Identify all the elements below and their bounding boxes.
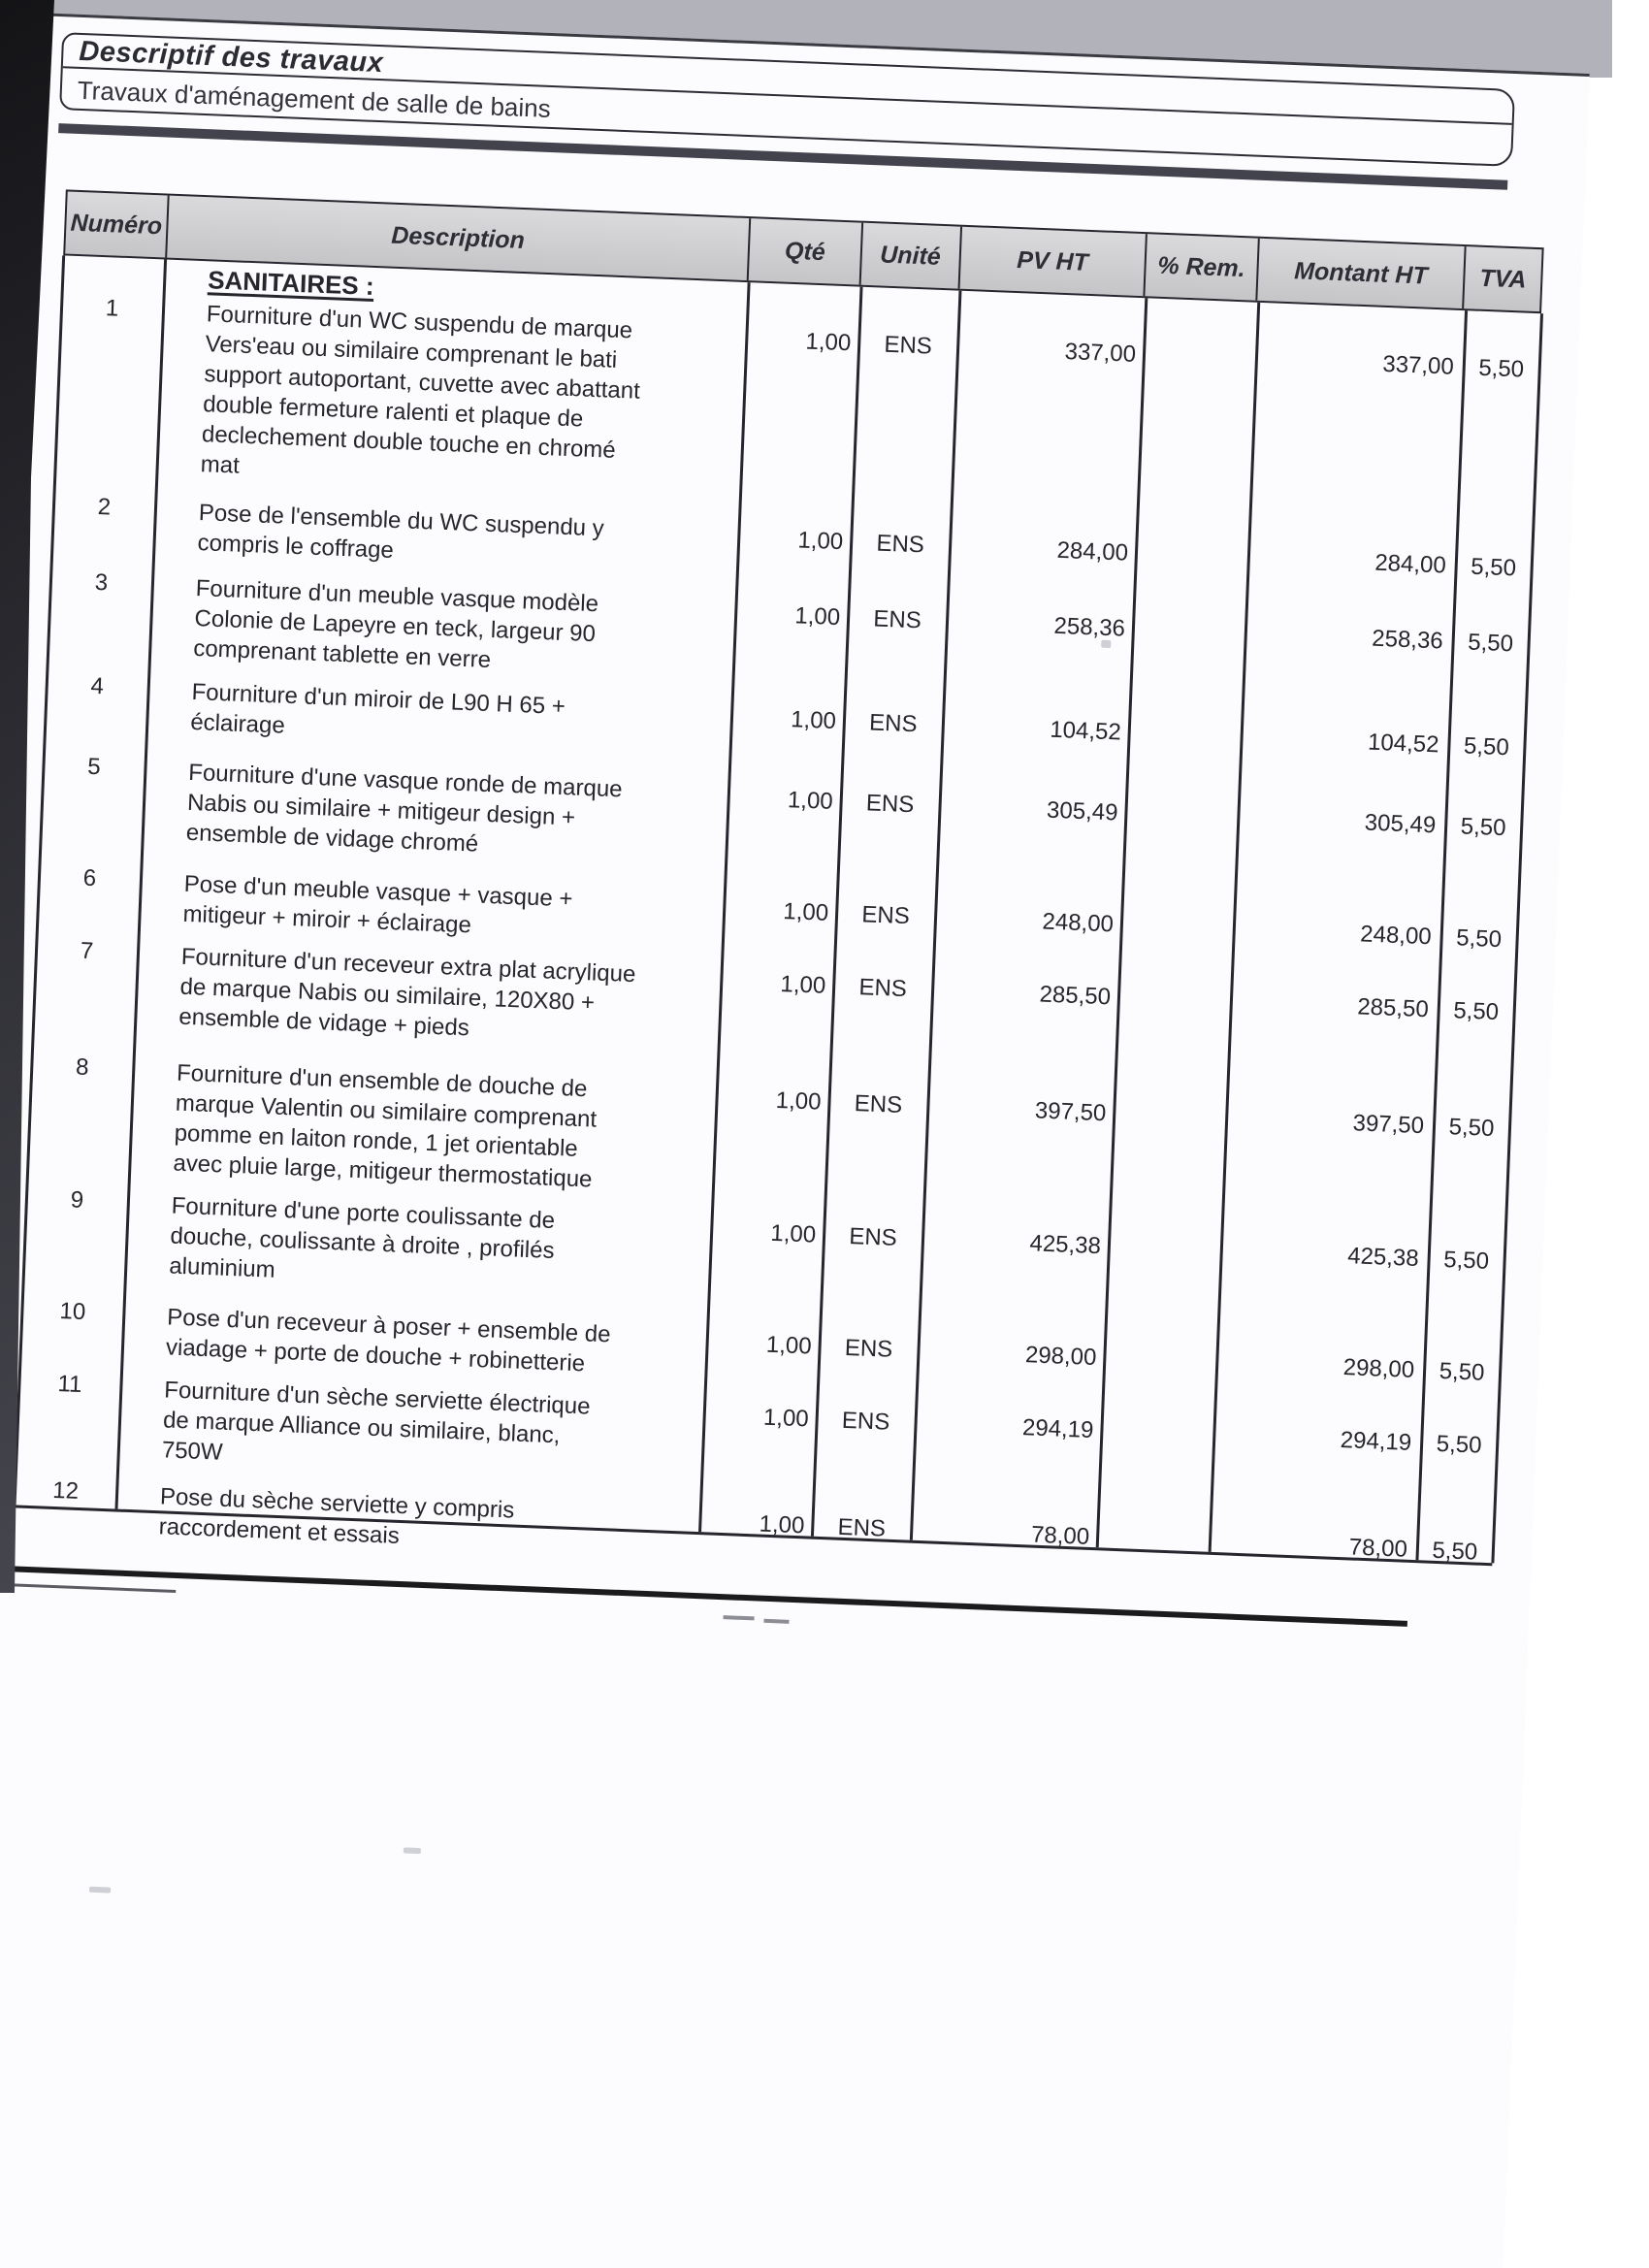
row-4-montant-ht-cell: 104,52 [1367, 729, 1439, 759]
row-11-unit-cell: ENS [841, 1407, 890, 1436]
row-11-description-cell: Fourniture d'un sèche serviette électriq… [161, 1377, 592, 1466]
row-4-unit-cell: ENS [868, 709, 919, 738]
row-2-montant-ht-cell: 284,00 [1374, 549, 1447, 579]
row-12-numero-cell: 12 [51, 1476, 80, 1505]
row-10-tva-cell: 5,50 [1439, 1357, 1485, 1386]
row-5-numero-cell: 5 [86, 753, 102, 781]
row-3-montant-ht-cell: 258,36 [1371, 625, 1444, 655]
row-2-qty-cell: 1,00 [796, 527, 844, 556]
row-3-numero-cell: 3 [94, 568, 109, 597]
row-7-description-cell: Fourniture d'un receveur extra plat acry… [178, 943, 636, 1042]
row-12-pv-ht-cell: 78,00 [1030, 1521, 1090, 1550]
row-2-numero-cell: 2 [97, 493, 112, 521]
row-5-description-cell: Fourniture d'une vasque ronde de marque … [185, 759, 624, 858]
row-9-numero-cell: 9 [70, 1186, 84, 1214]
row-1-montant-ht-cell: 337,00 [1381, 350, 1455, 380]
row-7-numero-cell: 7 [80, 937, 94, 965]
row-11-montant-ht-cell: 294,19 [1340, 1427, 1412, 1456]
row-1-unit-cell: ENS [884, 331, 933, 360]
row-11-pv-ht-cell: 294,19 [1021, 1414, 1094, 1443]
row-10-description-cell: Pose d'un receveur à poser + ensemble de… [165, 1304, 612, 1377]
row-1-pv-ht-cell: 337,00 [1064, 338, 1137, 368]
row-9-montant-ht-cell: 425,38 [1346, 1243, 1420, 1273]
row-12-description-cell: Pose du sèche serviette y compris raccor… [158, 1483, 515, 1549]
row-1-tva-cell: 5,50 [1477, 354, 1525, 383]
row-5-unit-cell: ENS [865, 790, 915, 819]
row-5-qty-cell: 1,00 [787, 787, 834, 815]
row-3-pv-ht-cell: 258,36 [1053, 612, 1126, 642]
row-8-pv-ht-cell: 397,50 [1034, 1097, 1107, 1127]
row-3-description-cell: Fourniture d'un meuble vasque modèle Col… [192, 574, 599, 673]
row-6-montant-ht-cell: 248,00 [1359, 921, 1433, 951]
row-9-pv-ht-cell: 425,38 [1029, 1230, 1102, 1260]
row-6-description-cell: Pose d'un meuble vasque + vasque + mitig… [182, 870, 573, 939]
row-10-qty-cell: 1,00 [765, 1331, 813, 1360]
row-8-qty-cell: 1,00 [775, 1086, 823, 1116]
row-1-description-cell: Fourniture d'un WC suspendu de marque Ve… [200, 301, 641, 479]
row-3-unit-cell: ENS [872, 605, 922, 634]
row-3-qty-cell: 1,00 [793, 602, 841, 632]
row-9-description-cell: Fourniture d'une porte coulissante de do… [168, 1192, 556, 1283]
row-11-tva-cell: 5,50 [1436, 1430, 1483, 1459]
row-6-pv-ht-cell: 248,00 [1042, 908, 1115, 938]
row-4-tva-cell: 5,50 [1463, 732, 1510, 761]
row-1-numero-cell: 1 [105, 295, 119, 322]
row-5-tva-cell: 5,50 [1460, 813, 1507, 842]
row-7-qty-cell: 1,00 [780, 970, 826, 999]
row-8-unit-cell: ENS [854, 1090, 903, 1118]
works-table: SANITAIRES : 1 Fourniture d'un WC suspendu… [0, 15, 1590, 2268]
row-7-montant-ht-cell: 285,50 [1356, 993, 1430, 1023]
row-8-tva-cell: 5,50 [1448, 1114, 1495, 1142]
row-12-montant-ht-cell: 78,00 [1348, 1534, 1408, 1563]
scan-speck [1101, 639, 1112, 649]
row-1-qty-cell: 1,00 [805, 328, 852, 357]
row-9-unit-cell: ENS [848, 1222, 898, 1251]
row-6-numero-cell: 6 [82, 864, 97, 892]
scan-speck [403, 1847, 422, 1855]
row-2-description-cell: Pose de l'ensemble du WC suspendu y comp… [197, 500, 605, 564]
row-12-qty-cell: 1,00 [759, 1510, 805, 1539]
row-7-unit-cell: ENS [857, 974, 908, 1003]
row-2-unit-cell: ENS [875, 530, 925, 559]
row-5-montant-ht-cell: 305,49 [1364, 809, 1437, 839]
row-4-pv-ht-cell: 104,52 [1049, 716, 1122, 746]
row-9-qty-cell: 1,00 [769, 1219, 817, 1248]
paper-sheet: Descriptif des travaux Travaux d'aménage… [0, 12, 1590, 2268]
row-12-unit-cell: ENS [837, 1513, 887, 1542]
row-2-pv-ht-cell: 284,00 [1056, 536, 1129, 567]
row-4-numero-cell: 4 [90, 672, 105, 700]
row-5-pv-ht-cell: 305,49 [1046, 796, 1118, 826]
row-6-tva-cell: 5,50 [1455, 924, 1503, 954]
row-8-montant-ht-cell: 397,50 [1352, 1110, 1425, 1140]
row-11-numero-cell: 11 [57, 1371, 82, 1399]
row-4-qty-cell: 1,00 [790, 706, 837, 735]
row-12-tva-cell: 5,50 [1431, 1537, 1478, 1566]
row-8-numero-cell: 8 [75, 1053, 90, 1082]
row-10-numero-cell: 10 [59, 1298, 86, 1326]
row-6-unit-cell: ENS [860, 901, 911, 930]
row-3-tva-cell: 5,50 [1467, 629, 1514, 658]
row-4-description-cell: Fourniture d'un miroir de L90 H 65 + écl… [189, 678, 566, 739]
row-10-montant-ht-cell: 298,00 [1342, 1354, 1415, 1383]
row-2-tva-cell: 5,50 [1470, 553, 1517, 582]
section-heading: SANITAIRES : [207, 265, 375, 301]
row-6-qty-cell: 1,00 [782, 898, 829, 926]
row-10-pv-ht-cell: 298,00 [1024, 1342, 1097, 1372]
row-10-unit-cell: ENS [844, 1334, 893, 1363]
row-7-pv-ht-cell: 285,50 [1039, 981, 1112, 1011]
row-8-description-cell: Fourniture d'un ensemble de douche de ma… [172, 1059, 598, 1193]
row-11-qty-cell: 1,00 [762, 1404, 810, 1433]
scan-speck [88, 1886, 112, 1894]
row-9-tva-cell: 5,50 [1442, 1247, 1490, 1275]
row-7-tva-cell: 5,50 [1452, 997, 1500, 1026]
